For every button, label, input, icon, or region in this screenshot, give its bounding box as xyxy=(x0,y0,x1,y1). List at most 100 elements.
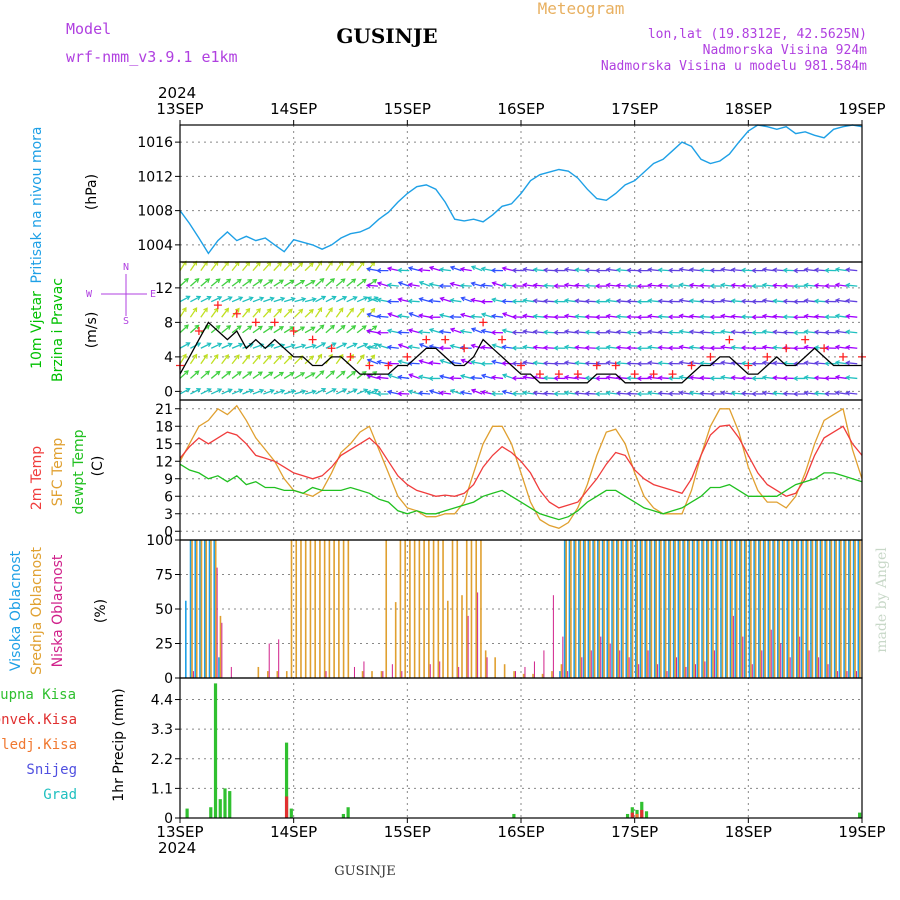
wind-arrow xyxy=(689,392,702,395)
wind-arrow xyxy=(335,261,344,272)
wind-arrow-head xyxy=(574,344,580,351)
wind-arrow-head xyxy=(192,353,198,359)
wind-arrow-head xyxy=(688,298,694,304)
wind-arrow xyxy=(283,326,294,334)
wind-arrow-head xyxy=(647,390,653,396)
wind-arrow xyxy=(762,315,774,318)
wind-arrow-head xyxy=(386,328,393,334)
legend-frozen-precip: Zaledj.Kisa xyxy=(0,737,77,753)
wind-arrow-head xyxy=(615,375,621,381)
wind-arrow xyxy=(304,355,314,365)
wind-arrow-head xyxy=(813,390,819,396)
wind-arrow-head xyxy=(532,344,538,351)
wind-arrow-head xyxy=(834,282,840,288)
wind-arrow-head xyxy=(615,282,621,289)
wind-arrow xyxy=(564,346,577,349)
y-tick-label: 0 xyxy=(164,811,173,827)
wind-arrow xyxy=(846,376,858,380)
wind-arrow xyxy=(679,376,691,380)
wind-arrow-head xyxy=(206,342,212,348)
wind-arrow xyxy=(658,346,670,349)
grid-lines: 1004100810121016048120369121518210255075… xyxy=(137,120,863,827)
wind-arrow-head xyxy=(813,329,819,335)
wind-arrow xyxy=(700,377,712,380)
wind-arrow-head xyxy=(595,375,600,381)
wind-arrow xyxy=(502,283,514,287)
wind-arrow-head xyxy=(308,355,314,361)
wind-arrow-head xyxy=(782,298,788,304)
wind-arrow xyxy=(762,299,774,303)
compass-n: N xyxy=(123,262,129,273)
wind-arrow xyxy=(387,329,399,334)
wind-arrow-head xyxy=(428,327,434,333)
wind-arrow-head xyxy=(657,267,663,273)
wind-arrow-head xyxy=(397,359,403,365)
wind-arrow xyxy=(585,362,597,365)
y-tick-label: 1016 xyxy=(137,135,173,151)
wind-arrow-head xyxy=(834,329,840,335)
model-name: wrf-nmm_v3.9.1 e1km xyxy=(66,48,238,66)
wind-arrow xyxy=(440,359,452,365)
wind-arrow-head xyxy=(226,278,232,284)
wind-arrow-head xyxy=(542,329,548,335)
wind-arrow-head xyxy=(740,267,746,273)
top-x-tick: 14SEP xyxy=(270,100,317,118)
wind-arrow-head xyxy=(365,282,371,289)
wind-arrow xyxy=(377,315,389,318)
wind-arrow xyxy=(242,308,251,318)
wind-arrow-head xyxy=(185,342,191,347)
wind-arrow xyxy=(481,329,493,334)
wind-arrow-head xyxy=(376,268,382,274)
wind-arrow xyxy=(523,376,535,380)
wind-arrow xyxy=(814,300,827,303)
wind-arrow-head xyxy=(298,308,304,314)
wind-arrow-head xyxy=(491,359,497,365)
wind-arrow-head xyxy=(542,390,548,397)
wind-arrow-head xyxy=(182,353,187,359)
wind-arrow-head xyxy=(720,298,726,304)
wind-arrow-head xyxy=(470,281,476,287)
wind-arrow xyxy=(460,284,472,287)
wind-arrow xyxy=(450,266,462,272)
wind-arrow-head xyxy=(595,267,600,274)
wind-gust-marker xyxy=(668,370,677,379)
wind-arrow-head xyxy=(834,360,840,366)
wind-arrow-head xyxy=(688,329,694,335)
wind-arrow-head xyxy=(740,329,746,335)
wind-arrow xyxy=(773,392,785,395)
total-precip-bar xyxy=(512,813,516,818)
wind-arrow xyxy=(658,269,670,272)
wind-arrow xyxy=(762,268,774,272)
wind-arrow xyxy=(304,309,314,318)
wind-gust-marker xyxy=(725,335,734,344)
total-precip-bar xyxy=(209,807,213,818)
wind-arrow-head xyxy=(720,374,726,380)
wind-arrow-head xyxy=(301,343,307,349)
wind-arrow-head xyxy=(688,390,694,396)
wind-arrow xyxy=(502,329,514,334)
wind-arrow-head xyxy=(248,342,254,348)
wind-arrow-head xyxy=(256,307,261,313)
wind-arrow xyxy=(689,346,702,349)
wind-arrow xyxy=(461,359,472,365)
wind-arrow-head xyxy=(459,328,465,335)
wind-arrow-head xyxy=(330,370,336,376)
wind-arrow xyxy=(366,346,379,349)
wind-arrow-head xyxy=(615,329,621,335)
wind-arrow-head xyxy=(438,267,444,273)
wind-arrow xyxy=(492,344,504,349)
wind-arrow-head xyxy=(289,372,295,377)
wind-arrow xyxy=(252,297,264,303)
wind-arrow xyxy=(377,282,389,287)
wind-arrow xyxy=(304,390,316,395)
bottom-x-tick: 13SEP xyxy=(156,823,203,841)
wind-arrow-head xyxy=(595,345,600,351)
wind-arrow-head xyxy=(824,298,830,305)
wind-arrow-head xyxy=(667,329,673,336)
wind-arrow-head xyxy=(268,325,274,331)
wind-arrow-head xyxy=(511,345,517,351)
wind-arrow-head xyxy=(699,283,705,289)
wind-arrow xyxy=(429,328,441,334)
bottom-x-tick: 15SEP xyxy=(384,823,431,841)
wind-gust-marker xyxy=(327,344,336,353)
